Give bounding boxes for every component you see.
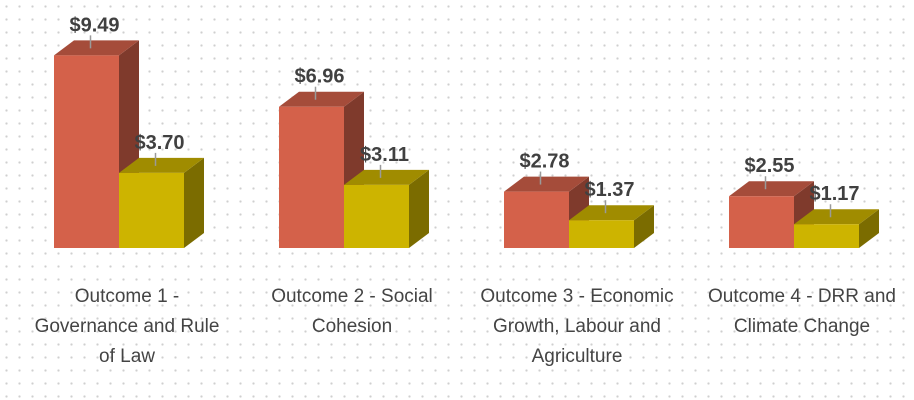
bar-top <box>54 40 139 56</box>
bar-front <box>794 224 859 248</box>
bar-top <box>729 181 814 197</box>
bar-top <box>504 176 589 192</box>
bar-front <box>729 196 794 248</box>
value-label: $3.70 <box>134 132 184 154</box>
category-label: Outcome 4 - DRR and Climate Change <box>708 286 896 337</box>
value-label: $1.17 <box>809 183 859 205</box>
bar-front <box>569 220 634 248</box>
bar-front <box>54 55 119 249</box>
bar-top <box>794 209 879 225</box>
bar-front <box>344 184 409 248</box>
bar-side <box>184 157 204 248</box>
bar-top <box>279 91 364 107</box>
category-label: Outcome 2 - Social Cohesion <box>271 286 433 337</box>
value-label: $2.55 <box>744 155 794 177</box>
bar <box>344 169 429 248</box>
bar-side <box>859 209 879 248</box>
bar-front <box>504 191 569 248</box>
value-label: $9.49 <box>69 14 119 36</box>
value-label: $3.11 <box>360 144 409 166</box>
value-label: $2.78 <box>519 151 569 173</box>
category-label: Outcome 1 - Governance and Rule of Law <box>34 286 220 367</box>
bar <box>119 157 204 248</box>
bar <box>794 209 879 248</box>
bar-top <box>344 169 429 185</box>
bar-side <box>634 205 654 248</box>
bar-side <box>409 169 429 248</box>
bar-top <box>569 205 654 221</box>
category-label: Outcome 3 - Economic Growth, Labour and … <box>480 286 674 367</box>
bar-front <box>119 172 184 248</box>
bar-front <box>279 106 344 248</box>
value-label: $1.37 <box>584 179 634 201</box>
bar <box>569 205 654 248</box>
bar-top <box>119 157 204 173</box>
value-label: $6.96 <box>294 66 344 88</box>
